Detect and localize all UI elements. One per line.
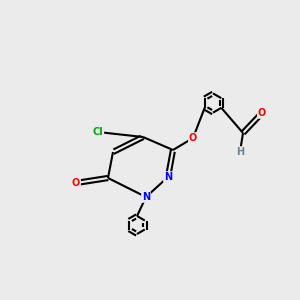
Text: N: N <box>164 172 172 182</box>
Text: O: O <box>72 178 80 188</box>
Text: Cl: Cl <box>93 127 104 137</box>
Text: O: O <box>258 108 266 118</box>
Text: H: H <box>236 147 244 157</box>
Text: O: O <box>189 133 197 143</box>
Text: N: N <box>142 192 150 202</box>
